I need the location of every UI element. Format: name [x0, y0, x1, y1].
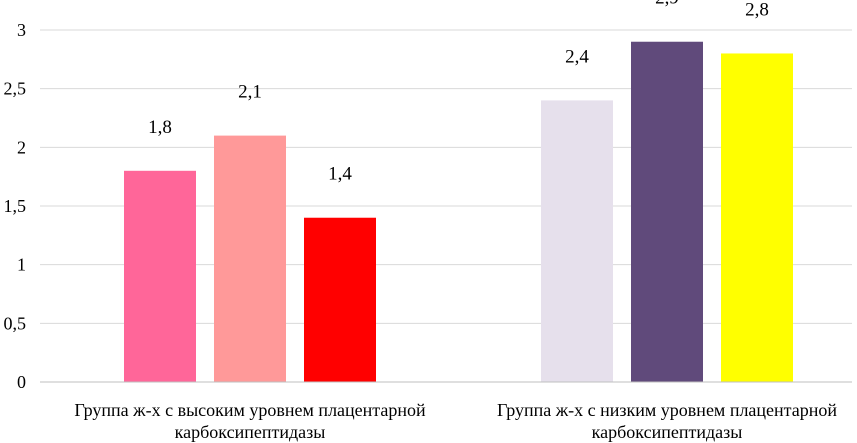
y-axis-ticks: 0 0,5 1 1,5 2 2,5 3	[4, 20, 27, 392]
data-label: 2,4	[565, 46, 589, 67]
y-tick-label: 1,5	[4, 196, 27, 216]
y-tick-label: 3	[17, 20, 26, 40]
category-label: Группа ж-х с высоким уровнем плацентарно…	[74, 400, 426, 420]
category-label: Группа ж-х с низким уровнем плацентарной	[497, 400, 837, 420]
bar	[721, 53, 793, 382]
category-label: карбоксипептидазы	[592, 422, 743, 442]
bar	[304, 217, 376, 382]
data-label: 2,8	[745, 0, 769, 20]
data-label: 2,1	[238, 82, 262, 103]
bar	[541, 100, 613, 383]
y-tick-label: 0	[17, 372, 26, 392]
bar	[214, 135, 286, 382]
bar	[124, 170, 196, 382]
bars	[124, 41, 793, 383]
category-label: карбоксипептидазы	[175, 422, 326, 442]
y-tick-label: 1	[17, 255, 26, 275]
y-tick-label: 2	[17, 137, 26, 157]
data-label: 2,9	[655, 0, 679, 9]
x-axis-categories: Группа ж-х с высоким уровнем плацентарно…	[74, 400, 837, 442]
y-tick-label: 2,5	[4, 79, 27, 99]
data-label: 1,8	[148, 117, 172, 138]
y-tick-label: 0,5	[4, 313, 27, 333]
bar	[631, 41, 703, 382]
data-labels: 1,8 2,1 1,4 2,4 2,9 2,8	[148, 0, 769, 185]
data-label: 1,4	[328, 164, 352, 185]
